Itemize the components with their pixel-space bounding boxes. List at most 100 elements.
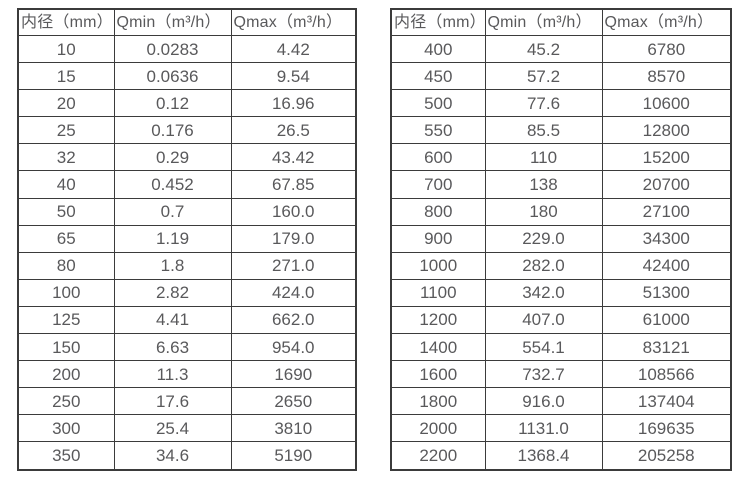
cell: 732.7 xyxy=(484,360,603,389)
column-header: 内径（mm） xyxy=(390,8,486,36)
table-row: 25 0.176 26.5 xyxy=(17,116,357,145)
cell: 0.176 xyxy=(113,116,232,145)
cell: 400 xyxy=(390,34,486,64)
flow-range-table-dn10-350: 内径（mm） Qmin（m³/h） Qmax（m³/h） 10 0.0283 4.42 15… xyxy=(17,8,357,471)
cell: 1400 xyxy=(390,333,486,362)
cell: 500 xyxy=(390,89,486,118)
cell: 800 xyxy=(390,197,486,226)
cell: 40 xyxy=(17,170,115,199)
column-header: Qmin（m³/h） xyxy=(113,8,232,36)
cell: 45.2 xyxy=(484,34,603,64)
table-row: 900 229.0 34300 xyxy=(390,224,732,253)
cell: 32 xyxy=(17,143,115,172)
cell: 42400 xyxy=(601,251,732,280)
table-row: 125 4.41 662.0 xyxy=(17,305,357,335)
cell: 1368.4 xyxy=(484,441,603,471)
cell: 169635 xyxy=(601,414,732,443)
cell: 100 xyxy=(17,278,115,307)
column-header: Qmax（m³/h） xyxy=(230,8,357,36)
cell: 450 xyxy=(390,62,486,91)
cell: 20700 xyxy=(601,170,732,199)
cell: 900 xyxy=(390,224,486,253)
table-row: 50 0.7 160.0 xyxy=(17,197,357,226)
cell: 1200 xyxy=(390,305,486,335)
table-row: 1800 916.0 137404 xyxy=(390,387,732,416)
cell: 6780 xyxy=(601,34,732,64)
table-row: 800 180 27100 xyxy=(390,197,732,226)
cell: 2200 xyxy=(390,441,486,471)
cell: 16.96 xyxy=(230,89,357,118)
cell: 1.8 xyxy=(113,251,232,280)
cell: 229.0 xyxy=(484,224,603,253)
cell: 2000 xyxy=(390,414,486,443)
column-header: Qmax（m³/h） xyxy=(601,8,732,36)
table-row: 1000 282.0 42400 xyxy=(390,251,732,280)
table-row: 300 25.4 3810 xyxy=(17,414,357,443)
cell: 61000 xyxy=(601,305,732,335)
cell: 110 xyxy=(484,143,603,172)
cell: 10600 xyxy=(601,89,732,118)
cell: 50 xyxy=(17,197,115,226)
cell: 2.82 xyxy=(113,278,232,307)
cell: 700 xyxy=(390,170,486,199)
cell: 342.0 xyxy=(484,278,603,307)
cell: 77.6 xyxy=(484,89,603,118)
cell: 205258 xyxy=(601,441,732,471)
table-row: 500 77.6 10600 xyxy=(390,89,732,118)
cell: 0.452 xyxy=(113,170,232,199)
cell: 15 xyxy=(17,62,115,91)
cell: 3810 xyxy=(230,414,357,443)
table-row: 15 0.0636 9.54 xyxy=(17,62,357,91)
cell: 80 xyxy=(17,251,115,280)
table-row: 40 0.452 67.85 xyxy=(17,170,357,199)
cell: 0.0636 xyxy=(113,62,232,91)
cell: 15200 xyxy=(601,143,732,172)
table-row: 20 0.12 16.96 xyxy=(17,89,357,118)
cell: 8570 xyxy=(601,62,732,91)
cell: 125 xyxy=(17,305,115,335)
cell: 954.0 xyxy=(230,333,357,362)
table-row: 1400 554.1 83121 xyxy=(390,333,732,362)
cell: 138 xyxy=(484,170,603,199)
cell: 4.41 xyxy=(113,305,232,335)
table-row: 1100 342.0 51300 xyxy=(390,278,732,307)
cell: 108566 xyxy=(601,360,732,389)
cell: 554.1 xyxy=(484,333,603,362)
cell: 407.0 xyxy=(484,305,603,335)
table-row: 32 0.29 43.42 xyxy=(17,143,357,172)
cell: 26.5 xyxy=(230,116,357,145)
cell: 0.0283 xyxy=(113,34,232,64)
header-row: 内径（mm） Qmin（m³/h） Qmax（m³/h） xyxy=(17,8,357,36)
cell: 5190 xyxy=(230,441,357,471)
cell: 2650 xyxy=(230,387,357,416)
cell: 57.2 xyxy=(484,62,603,91)
cell: 17.6 xyxy=(113,387,232,416)
table-row: 65 1.19 179.0 xyxy=(17,224,357,253)
table-row: 700 138 20700 xyxy=(390,170,732,199)
table-row: 350 34.6 5190 xyxy=(17,441,357,471)
table-row: 250 17.6 2650 xyxy=(17,387,357,416)
cell: 179.0 xyxy=(230,224,357,253)
column-header: 内径（mm） xyxy=(17,8,115,36)
column-header: Qmin（m³/h） xyxy=(484,8,603,36)
table-row: 1600 732.7 108566 xyxy=(390,360,732,389)
cell: 1000 xyxy=(390,251,486,280)
cell: 11.3 xyxy=(113,360,232,389)
cell: 550 xyxy=(390,116,486,145)
cell: 662.0 xyxy=(230,305,357,335)
cell: 600 xyxy=(390,143,486,172)
cell: 282.0 xyxy=(484,251,603,280)
cell: 180 xyxy=(484,197,603,226)
cell: 0.12 xyxy=(113,89,232,118)
cell: 137404 xyxy=(601,387,732,416)
table-row: 100 2.82 424.0 xyxy=(17,278,357,307)
cell: 34300 xyxy=(601,224,732,253)
cell: 27100 xyxy=(601,197,732,226)
cell: 916.0 xyxy=(484,387,603,416)
table-row: 1200 407.0 61000 xyxy=(390,305,732,335)
cell: 160.0 xyxy=(230,197,357,226)
cell: 0.7 xyxy=(113,197,232,226)
cell: 1800 xyxy=(390,387,486,416)
cell: 271.0 xyxy=(230,251,357,280)
table-row: 450 57.2 8570 xyxy=(390,62,732,91)
